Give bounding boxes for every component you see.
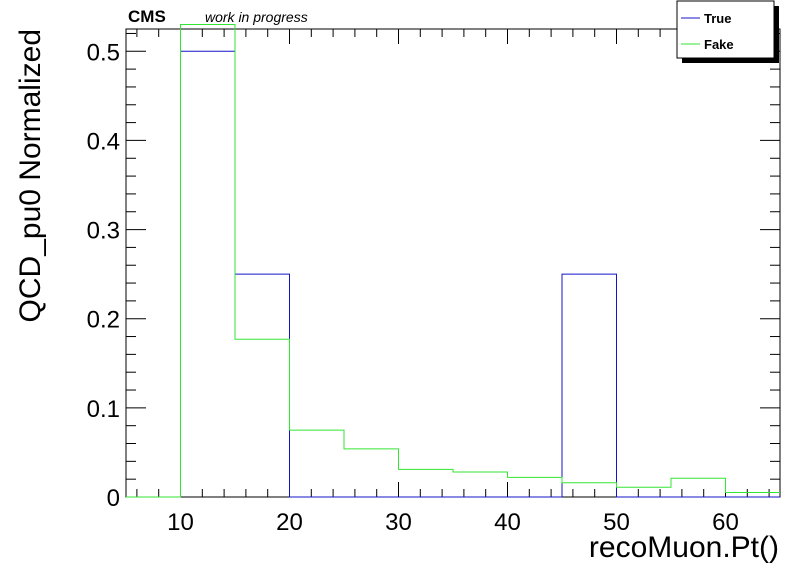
x-tick-label: 10 bbox=[167, 509, 194, 536]
y-axis-title: QCD_pu0 Normalized bbox=[14, 29, 47, 322]
y-tick-label: 0.1 bbox=[87, 396, 120, 423]
experiment-label: CMS bbox=[128, 7, 166, 26]
status-label: work in progress bbox=[205, 9, 308, 25]
plot-frame bbox=[125, 28, 781, 498]
series-true bbox=[126, 50, 780, 498]
x-tick-label: 30 bbox=[385, 509, 412, 536]
legend-label-fake: Fake bbox=[704, 37, 734, 52]
x-tick-label: 20 bbox=[276, 509, 303, 536]
legend-label-true: True bbox=[704, 11, 731, 26]
y-tick-label: 0.4 bbox=[87, 128, 120, 155]
y-tick-label: 0.3 bbox=[87, 218, 120, 245]
y-tick-label: 0 bbox=[107, 485, 120, 512]
x-tick-label: 60 bbox=[712, 509, 739, 536]
x-tick-label: 50 bbox=[603, 509, 630, 536]
axis-tick-labels: 10 20 30 40 50 60 0 0.1 0.2 0.3 0.4 0.5 bbox=[87, 39, 739, 536]
series-fake bbox=[126, 24, 780, 498]
series-layer bbox=[126, 24, 780, 498]
legend: True Fake bbox=[676, 0, 779, 63]
x-tick-label: 40 bbox=[494, 509, 521, 536]
y-tick-label: 0.2 bbox=[87, 307, 120, 334]
legend-box bbox=[676, 0, 775, 59]
x-axis-title: recoMuon.Pt() bbox=[589, 531, 779, 564]
axis-ticks bbox=[126, 29, 780, 498]
y-tick-label: 0.5 bbox=[87, 39, 120, 66]
